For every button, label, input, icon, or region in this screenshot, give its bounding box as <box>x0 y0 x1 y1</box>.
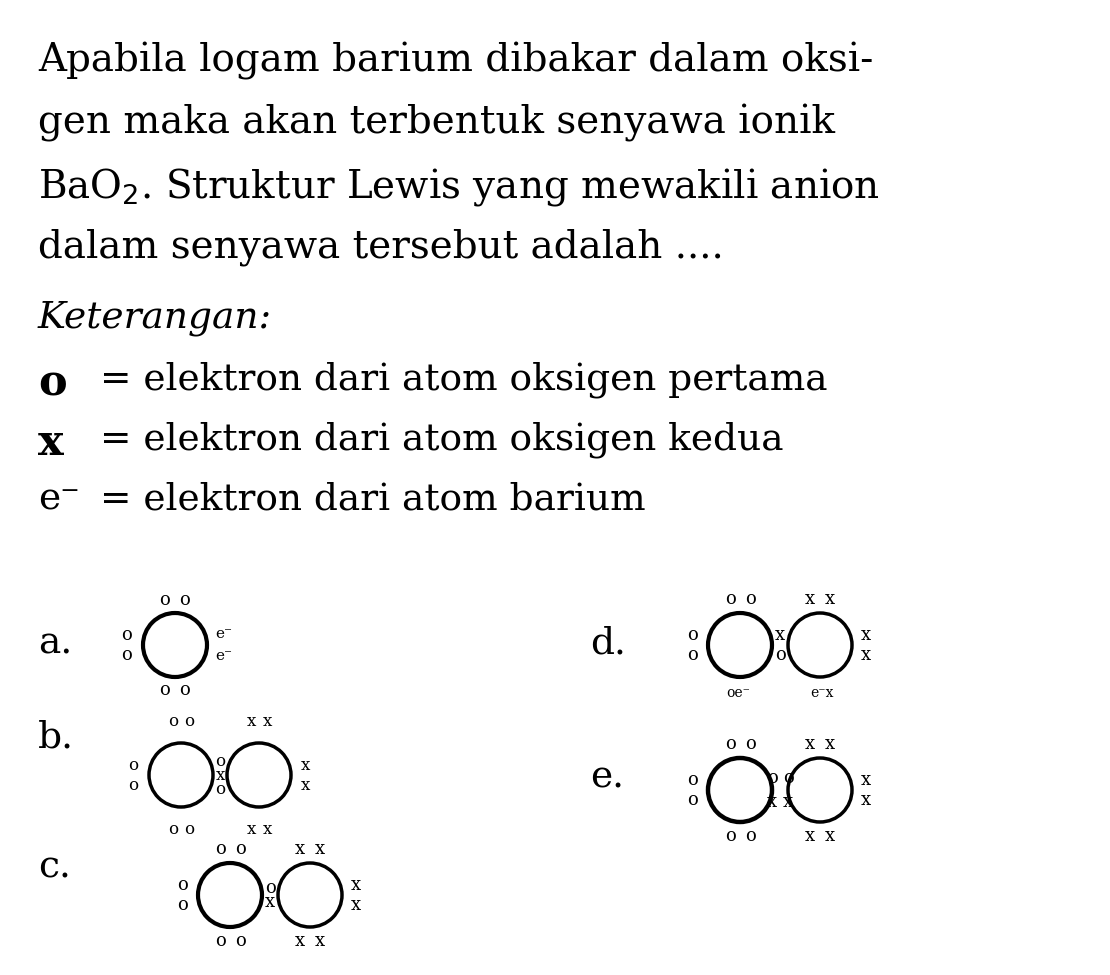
Text: b.: b. <box>38 720 74 756</box>
Text: o: o <box>214 840 225 858</box>
Text: x: x <box>265 893 275 911</box>
Text: o: o <box>745 590 756 608</box>
Text: o: o <box>160 591 170 609</box>
Text: o: o <box>184 713 194 729</box>
Text: = elektron dari atom barium: = elektron dari atom barium <box>100 482 646 518</box>
Text: e.: e. <box>591 760 624 796</box>
Text: a.: a. <box>38 625 72 661</box>
Text: x: x <box>38 422 63 464</box>
Text: Keterangan:: Keterangan: <box>38 300 272 336</box>
Text: o: o <box>687 626 697 644</box>
Text: d.: d. <box>591 625 626 661</box>
Text: x: x <box>805 735 815 753</box>
Text: o: o <box>128 776 138 794</box>
Text: x: x <box>246 713 255 729</box>
Text: o: o <box>767 769 777 787</box>
Text: o: o <box>176 896 188 914</box>
Text: x: x <box>775 626 785 644</box>
Text: = elektron dari atom oksigen kedua: = elektron dari atom oksigen kedua <box>100 422 784 458</box>
Text: x: x <box>861 771 871 789</box>
Text: x: x <box>315 840 325 858</box>
Text: o: o <box>214 932 225 950</box>
Text: oe⁻: oe⁻ <box>726 686 750 700</box>
Text: o: o <box>128 757 138 773</box>
Text: o: o <box>745 827 756 845</box>
Text: o: o <box>775 646 786 664</box>
Text: o: o <box>180 591 191 609</box>
Text: x: x <box>825 590 835 608</box>
Text: x: x <box>246 821 255 838</box>
Text: o: o <box>168 821 178 838</box>
Text: e⁻x: e⁻x <box>810 686 834 700</box>
Text: o: o <box>215 753 225 769</box>
Text: gen maka akan terbentuk senyawa ionik: gen maka akan terbentuk senyawa ionik <box>38 104 835 142</box>
Text: x: x <box>301 757 310 773</box>
Text: o: o <box>745 735 756 753</box>
Text: o: o <box>184 821 194 838</box>
Text: x: x <box>262 713 272 729</box>
Text: x: x <box>861 626 871 644</box>
Text: e⁻: e⁻ <box>38 482 80 518</box>
Text: o: o <box>176 876 188 894</box>
Text: x: x <box>805 590 815 608</box>
Text: o: o <box>38 362 67 404</box>
Text: x: x <box>861 791 871 809</box>
Text: o: o <box>215 781 225 798</box>
Text: o: o <box>725 827 736 845</box>
Text: x: x <box>351 896 361 914</box>
Text: x: x <box>295 932 305 950</box>
Text: o: o <box>168 713 178 729</box>
Text: o: o <box>234 932 245 950</box>
Text: x: x <box>215 766 224 784</box>
Text: x: x <box>315 932 325 950</box>
Text: o: o <box>122 646 132 664</box>
Text: BaO$_2$. Struktur Lewis yang mewakili anion: BaO$_2$. Struktur Lewis yang mewakili an… <box>38 166 880 208</box>
Text: o: o <box>687 791 697 809</box>
Text: o: o <box>264 879 275 897</box>
Text: o: o <box>180 681 191 699</box>
Text: o: o <box>122 626 132 644</box>
Text: c.: c. <box>38 850 71 886</box>
Text: x: x <box>351 876 361 894</box>
Text: x: x <box>805 827 815 845</box>
Text: x: x <box>301 776 310 794</box>
Text: o: o <box>783 769 794 787</box>
Text: dalam senyawa tersebut adalah ....: dalam senyawa tersebut adalah .... <box>38 228 724 265</box>
Text: o: o <box>687 771 697 789</box>
Text: x: x <box>783 793 793 811</box>
Text: x: x <box>262 821 272 838</box>
Text: o: o <box>687 646 697 664</box>
Text: o: o <box>234 840 245 858</box>
Text: e⁻: e⁻ <box>215 649 232 663</box>
Text: x: x <box>861 646 871 664</box>
Text: o: o <box>725 735 736 753</box>
Text: = elektron dari atom oksigen pertama: = elektron dari atom oksigen pertama <box>100 362 828 399</box>
Text: o: o <box>160 681 170 699</box>
Text: Apabila logam barium dibakar dalam oksi-: Apabila logam barium dibakar dalam oksi- <box>38 42 874 80</box>
Text: x: x <box>767 793 777 811</box>
Text: e⁻: e⁻ <box>215 627 232 641</box>
Text: x: x <box>825 827 835 845</box>
Text: x: x <box>295 840 305 858</box>
Text: o: o <box>725 590 736 608</box>
Text: x: x <box>825 735 835 753</box>
